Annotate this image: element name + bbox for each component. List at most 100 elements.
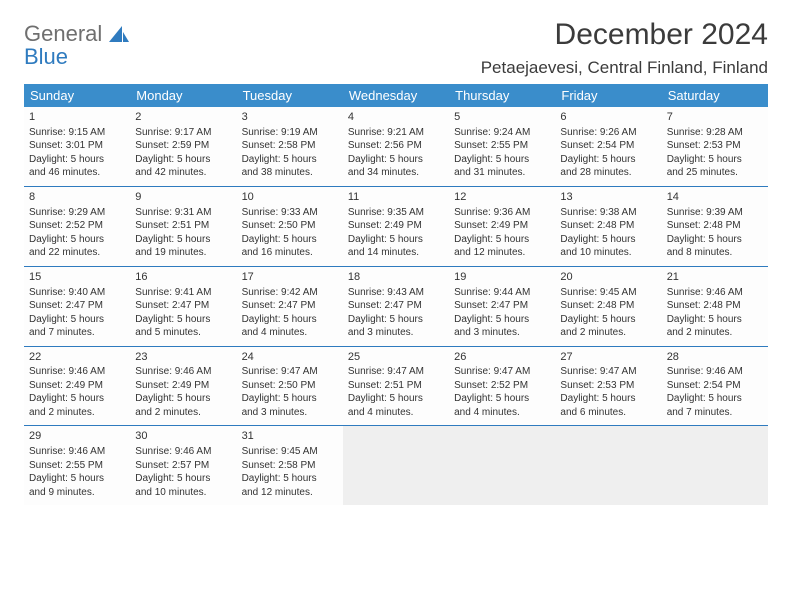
sunrise-text: Sunrise: 9:47 AM	[560, 365, 657, 379]
sunrise-text: Sunrise: 9:33 AM	[242, 206, 339, 220]
daylight-text: Daylight: 5 hours	[29, 392, 126, 406]
sunset-text: Sunset: 2:47 PM	[454, 299, 551, 313]
daylight-text: and 34 minutes.	[348, 166, 445, 180]
week-row: 29Sunrise: 9:46 AMSunset: 2:55 PMDayligh…	[24, 426, 768, 505]
sunset-text: Sunset: 2:48 PM	[667, 219, 764, 233]
day-number: 1	[29, 110, 126, 125]
sunset-text: Sunset: 2:53 PM	[560, 379, 657, 393]
daylight-text: Daylight: 5 hours	[135, 472, 232, 486]
sunrise-text: Sunrise: 9:46 AM	[29, 365, 126, 379]
day-cell: 14Sunrise: 9:39 AMSunset: 2:48 PMDayligh…	[662, 187, 768, 266]
daylight-text: and 22 minutes.	[29, 246, 126, 260]
daylight-text: Daylight: 5 hours	[560, 313, 657, 327]
daylight-text: and 31 minutes.	[454, 166, 551, 180]
daylight-text: and 25 minutes.	[667, 166, 764, 180]
sunset-text: Sunset: 2:47 PM	[135, 299, 232, 313]
daylight-text: Daylight: 5 hours	[348, 392, 445, 406]
sunset-text: Sunset: 2:49 PM	[454, 219, 551, 233]
sunrise-text: Sunrise: 9:24 AM	[454, 126, 551, 140]
daylight-text: and 46 minutes.	[29, 166, 126, 180]
daylight-text: and 2 minutes.	[667, 326, 764, 340]
sunrise-text: Sunrise: 9:38 AM	[560, 206, 657, 220]
daylight-text: and 4 minutes.	[348, 406, 445, 420]
daylight-text: and 3 minutes.	[348, 326, 445, 340]
day-cell: 11Sunrise: 9:35 AMSunset: 2:49 PMDayligh…	[343, 187, 449, 266]
day-number: 31	[242, 429, 339, 444]
sunrise-text: Sunrise: 9:47 AM	[242, 365, 339, 379]
sunrise-text: Sunrise: 9:44 AM	[454, 286, 551, 300]
daylight-text: and 2 minutes.	[560, 326, 657, 340]
day-header: Monday	[130, 84, 236, 107]
sunrise-text: Sunrise: 9:29 AM	[29, 206, 126, 220]
daylight-text: and 38 minutes.	[242, 166, 339, 180]
day-number: 16	[135, 270, 232, 285]
sunrise-text: Sunrise: 9:39 AM	[667, 206, 764, 220]
sunrise-text: Sunrise: 9:46 AM	[29, 445, 126, 459]
day-cell: 29Sunrise: 9:46 AMSunset: 2:55 PMDayligh…	[24, 426, 130, 505]
daylight-text: and 3 minutes.	[454, 326, 551, 340]
sunset-text: Sunset: 2:50 PM	[242, 219, 339, 233]
sunrise-text: Sunrise: 9:26 AM	[560, 126, 657, 140]
day-cell: 24Sunrise: 9:47 AMSunset: 2:50 PMDayligh…	[237, 347, 343, 426]
sunset-text: Sunset: 2:59 PM	[135, 139, 232, 153]
sunset-text: Sunset: 2:58 PM	[242, 139, 339, 153]
sunrise-text: Sunrise: 9:46 AM	[667, 286, 764, 300]
daylight-text: Daylight: 5 hours	[135, 392, 232, 406]
day-cell: 6Sunrise: 9:26 AMSunset: 2:54 PMDaylight…	[555, 107, 661, 186]
sunset-text: Sunset: 2:55 PM	[29, 459, 126, 473]
day-number: 18	[348, 270, 445, 285]
sunrise-text: Sunrise: 9:28 AM	[667, 126, 764, 140]
sunrise-text: Sunrise: 9:35 AM	[348, 206, 445, 220]
day-cell: 19Sunrise: 9:44 AMSunset: 2:47 PMDayligh…	[449, 267, 555, 346]
week-row: 8Sunrise: 9:29 AMSunset: 2:52 PMDaylight…	[24, 187, 768, 266]
day-cell: 22Sunrise: 9:46 AMSunset: 2:49 PMDayligh…	[24, 347, 130, 426]
sunset-text: Sunset: 2:49 PM	[135, 379, 232, 393]
day-header: Thursday	[449, 84, 555, 107]
day-header: Saturday	[662, 84, 768, 107]
sunset-text: Sunset: 2:49 PM	[29, 379, 126, 393]
day-header: Friday	[555, 84, 661, 107]
sunrise-text: Sunrise: 9:47 AM	[454, 365, 551, 379]
sunset-text: Sunset: 2:57 PM	[135, 459, 232, 473]
day-cell	[449, 426, 555, 505]
day-cell: 26Sunrise: 9:47 AMSunset: 2:52 PMDayligh…	[449, 347, 555, 426]
daylight-text: and 7 minutes.	[29, 326, 126, 340]
daylight-text: Daylight: 5 hours	[454, 392, 551, 406]
daylight-text: Daylight: 5 hours	[667, 153, 764, 167]
daylight-text: Daylight: 5 hours	[454, 233, 551, 247]
daylight-text: and 2 minutes.	[135, 406, 232, 420]
daylight-text: and 19 minutes.	[135, 246, 232, 260]
day-header-row: Sunday Monday Tuesday Wednesday Thursday…	[24, 84, 768, 107]
daylight-text: Daylight: 5 hours	[135, 313, 232, 327]
day-cell: 30Sunrise: 9:46 AMSunset: 2:57 PMDayligh…	[130, 426, 236, 505]
location-subtitle: Petaejaevesi, Central Finland, Finland	[481, 58, 768, 78]
day-number: 20	[560, 270, 657, 285]
daylight-text: Daylight: 5 hours	[29, 153, 126, 167]
brand-word-1: General	[24, 21, 102, 46]
sunrise-text: Sunrise: 9:36 AM	[454, 206, 551, 220]
day-number: 8	[29, 190, 126, 205]
day-number: 24	[242, 350, 339, 365]
day-number: 22	[29, 350, 126, 365]
week-row: 22Sunrise: 9:46 AMSunset: 2:49 PMDayligh…	[24, 347, 768, 426]
day-number: 6	[560, 110, 657, 125]
week-row: 1Sunrise: 9:15 AMSunset: 3:01 PMDaylight…	[24, 107, 768, 186]
daylight-text: and 6 minutes.	[560, 406, 657, 420]
sunset-text: Sunset: 2:47 PM	[348, 299, 445, 313]
day-number: 13	[560, 190, 657, 205]
daylight-text: Daylight: 5 hours	[242, 392, 339, 406]
daylight-text: Daylight: 5 hours	[454, 313, 551, 327]
daylight-text: Daylight: 5 hours	[667, 233, 764, 247]
sunrise-text: Sunrise: 9:46 AM	[135, 365, 232, 379]
daylight-text: and 5 minutes.	[135, 326, 232, 340]
day-cell: 9Sunrise: 9:31 AMSunset: 2:51 PMDaylight…	[130, 187, 236, 266]
week-row: 15Sunrise: 9:40 AMSunset: 2:47 PMDayligh…	[24, 267, 768, 346]
day-cell: 25Sunrise: 9:47 AMSunset: 2:51 PMDayligh…	[343, 347, 449, 426]
sunset-text: Sunset: 2:47 PM	[29, 299, 126, 313]
daylight-text: and 10 minutes.	[135, 486, 232, 500]
day-cell: 12Sunrise: 9:36 AMSunset: 2:49 PMDayligh…	[449, 187, 555, 266]
sunrise-text: Sunrise: 9:31 AM	[135, 206, 232, 220]
daylight-text: Daylight: 5 hours	[560, 392, 657, 406]
day-number: 25	[348, 350, 445, 365]
daylight-text: Daylight: 5 hours	[348, 233, 445, 247]
